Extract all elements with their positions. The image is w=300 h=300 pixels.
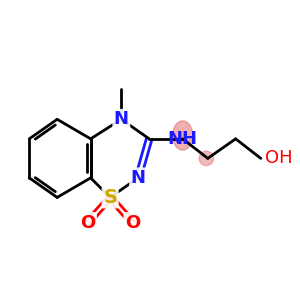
- Text: O: O: [80, 214, 95, 232]
- Text: S: S: [103, 188, 117, 207]
- Text: N: N: [114, 110, 129, 128]
- Ellipse shape: [172, 121, 193, 150]
- Text: NH: NH: [168, 130, 198, 148]
- Text: O: O: [125, 214, 140, 232]
- Ellipse shape: [199, 151, 214, 166]
- Text: OH: OH: [265, 149, 292, 167]
- Text: N: N: [130, 169, 146, 187]
